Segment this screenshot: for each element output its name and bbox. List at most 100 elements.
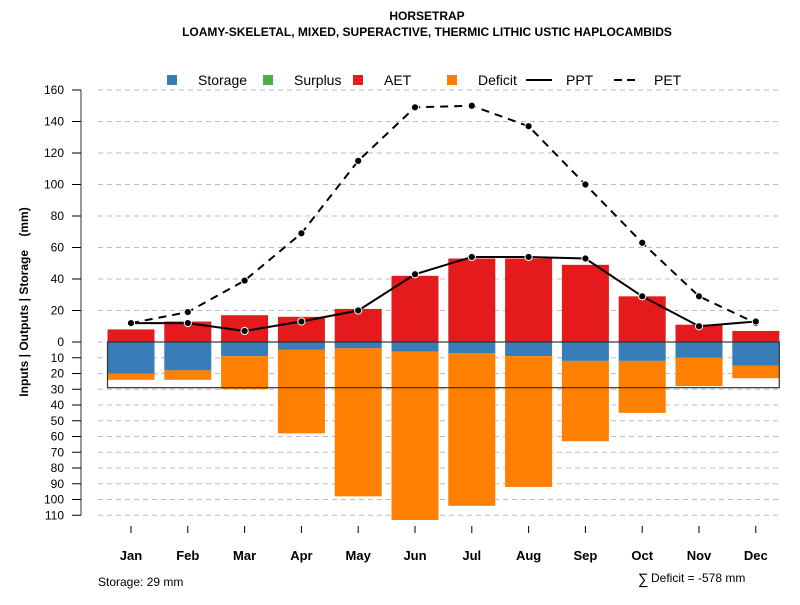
pet-point	[638, 238, 647, 247]
ppt-point	[638, 292, 647, 301]
y-tick-label: 20	[51, 367, 65, 381]
y-tick-label: 60	[51, 241, 65, 255]
deficit-bar	[561, 360, 609, 442]
ppt-point	[126, 319, 136, 328]
storage-bar	[107, 342, 155, 374]
x-tick-label: Jun	[403, 548, 426, 563]
deficit-bar	[164, 370, 212, 380]
ppt-point	[410, 270, 420, 279]
aet-bar	[505, 258, 553, 342]
storage-capacity-box	[106, 341, 780, 389]
storage-legend-swatch	[167, 75, 177, 85]
ppt-point	[751, 317, 760, 326]
chart-subtitle: LOAMY-SKELETAL, MIXED, SUPERACTIVE, THER…	[182, 25, 672, 39]
aet-bar	[732, 330, 780, 342]
x-tick-label: Jul	[462, 548, 481, 563]
y-tick-label: 20	[51, 304, 65, 318]
deficit-bar	[675, 357, 723, 387]
pet-point	[183, 307, 192, 317]
storage-capacity-outline	[106, 341, 780, 389]
y-tick-label: 50	[51, 414, 65, 428]
ppt-legend-label: PPT	[566, 72, 594, 88]
y-tick-label: 60	[51, 430, 65, 444]
storage-bar	[561, 342, 609, 361]
y-tick-label: 160	[44, 83, 64, 97]
pet-line	[130, 104, 757, 325]
y-tick-label: 80	[51, 209, 65, 223]
x-tick-label: Nov	[687, 548, 712, 563]
deficit-bar	[277, 349, 325, 434]
ppt-point	[581, 254, 590, 263]
storage-bar	[505, 342, 553, 357]
x-tick-label: Jan	[120, 548, 142, 563]
deficit-bar	[448, 353, 496, 506]
deficit-bar	[107, 373, 155, 380]
x-tick-label: Oct	[631, 548, 653, 563]
aet-bar	[561, 264, 609, 342]
aet-legend-label: AET	[384, 72, 412, 88]
x-tick-label: Mar	[233, 548, 256, 563]
storage-bar	[277, 342, 325, 350]
surplus-legend-label: Surplus	[294, 72, 341, 88]
aet-bar	[675, 324, 723, 342]
y-tick-label: 70	[51, 445, 65, 459]
aet-bar	[164, 321, 212, 342]
deficit-bar	[732, 365, 780, 379]
y-tick-label: 140	[44, 115, 64, 129]
x-tick-label: Aug	[516, 548, 541, 563]
storage-bar	[221, 342, 269, 357]
x-tick-label: Dec	[744, 548, 768, 563]
y-tick-label: 100	[44, 178, 64, 192]
y-tick-label: 0	[57, 335, 64, 349]
ppt-point	[240, 326, 249, 336]
storage-bar	[732, 342, 780, 366]
aet-bar	[448, 258, 496, 342]
x-tick-label: May	[346, 548, 372, 563]
y-tick-label: 40	[51, 272, 65, 286]
storage-legend-label: Storage	[198, 72, 247, 88]
legend: Storage Surplus AET Deficit PPT PET	[167, 72, 682, 88]
x-tick-label: Sep	[573, 548, 597, 563]
deficit-bar	[505, 356, 553, 487]
chart-title: HORSETRAP	[389, 9, 464, 23]
x-tick-label: Apr	[290, 548, 312, 563]
storage-bar	[334, 342, 382, 349]
pet-point	[297, 229, 306, 238]
grid-lines	[98, 89, 780, 516]
deficit-bar	[391, 351, 439, 520]
lines	[126, 101, 760, 336]
surplus-legend-swatch	[263, 75, 273, 85]
y-tick-label: 40	[51, 398, 65, 412]
ppt-point	[354, 306, 363, 315]
deficit-bar	[221, 356, 269, 390]
pet-point	[410, 103, 420, 112]
ppt-line	[131, 255, 756, 332]
deficit-bar	[334, 348, 382, 497]
pet-point	[524, 122, 533, 131]
sigma-symbol: ∑	[638, 571, 649, 588]
storage-bar	[618, 342, 666, 361]
aet-bar	[107, 329, 155, 342]
pet-point	[354, 156, 363, 165]
pet-point	[240, 276, 249, 285]
x-axis: Jan Feb Mar Apr May Jun Jul Aug Sep Oct Nov Dec	[120, 526, 768, 563]
ppt-point	[297, 317, 306, 326]
y-tick-label: 30	[51, 382, 65, 396]
y-axis-label: Inputs | Outputs | Storage (mm)	[17, 207, 31, 396]
aet-legend-swatch	[353, 75, 363, 85]
pet-point	[467, 101, 476, 110]
ppt-point	[467, 252, 476, 262]
ppt-point	[183, 319, 192, 328]
x-tick-label: Feb	[176, 548, 199, 563]
y-tick-label: 90	[51, 477, 65, 491]
y-tick-label: 120	[44, 146, 64, 160]
ppt-point	[524, 252, 533, 262]
storage-bar	[448, 342, 496, 354]
deficit-bar	[618, 360, 666, 413]
y-tick-label: 80	[51, 461, 65, 475]
storage-bar	[164, 342, 212, 371]
ppt-point	[694, 322, 704, 331]
aet-bar	[618, 296, 666, 342]
storage-bar	[675, 342, 723, 358]
